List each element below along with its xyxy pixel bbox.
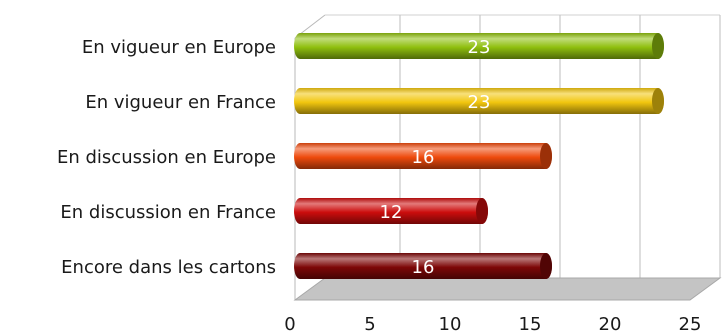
bar-value-label: 16 — [412, 147, 435, 168]
bar — [294, 33, 664, 59]
bar — [294, 253, 552, 279]
x-tick-label: 10 — [439, 314, 462, 335]
category-labels: En vigueur en Europe En vigueur en Franc… — [57, 37, 276, 278]
bar-value-label: 23 — [468, 37, 491, 58]
bar-value-label: 23 — [468, 92, 491, 113]
x-tick-label: 15 — [519, 314, 542, 335]
category-label: Encore dans les cartons — [61, 257, 276, 278]
x-tick-labels: 0 5 10 15 20 25 — [284, 314, 701, 335]
bar-cap — [476, 198, 488, 224]
data-labels: 23 23 16 12 16 — [380, 37, 491, 278]
bar-body — [294, 198, 488, 224]
bar-body — [294, 143, 552, 169]
bar-cap — [652, 88, 664, 114]
bar-cap — [652, 33, 664, 59]
bar-body — [294, 88, 664, 114]
category-label: En vigueur en Europe — [82, 37, 276, 58]
category-label: En discussion en Europe — [57, 147, 276, 168]
bar — [294, 143, 552, 169]
bar-cap — [540, 143, 552, 169]
bar — [294, 198, 488, 224]
bar-value-label: 16 — [412, 257, 435, 278]
category-label: En discussion en France — [60, 202, 276, 223]
bar-body — [294, 253, 552, 279]
x-tick-label: 25 — [679, 314, 702, 335]
bar — [294, 88, 664, 114]
bars — [294, 33, 664, 279]
x-tick-label: 5 — [364, 314, 375, 335]
bar-value-label: 12 — [380, 202, 403, 223]
floor — [293, 277, 722, 301]
bar-cap — [540, 253, 552, 279]
x-tick-label: 20 — [599, 314, 622, 335]
category-label: En vigueur en France — [85, 92, 276, 113]
x-tick-label: 0 — [284, 314, 295, 335]
bar-body — [294, 33, 664, 59]
